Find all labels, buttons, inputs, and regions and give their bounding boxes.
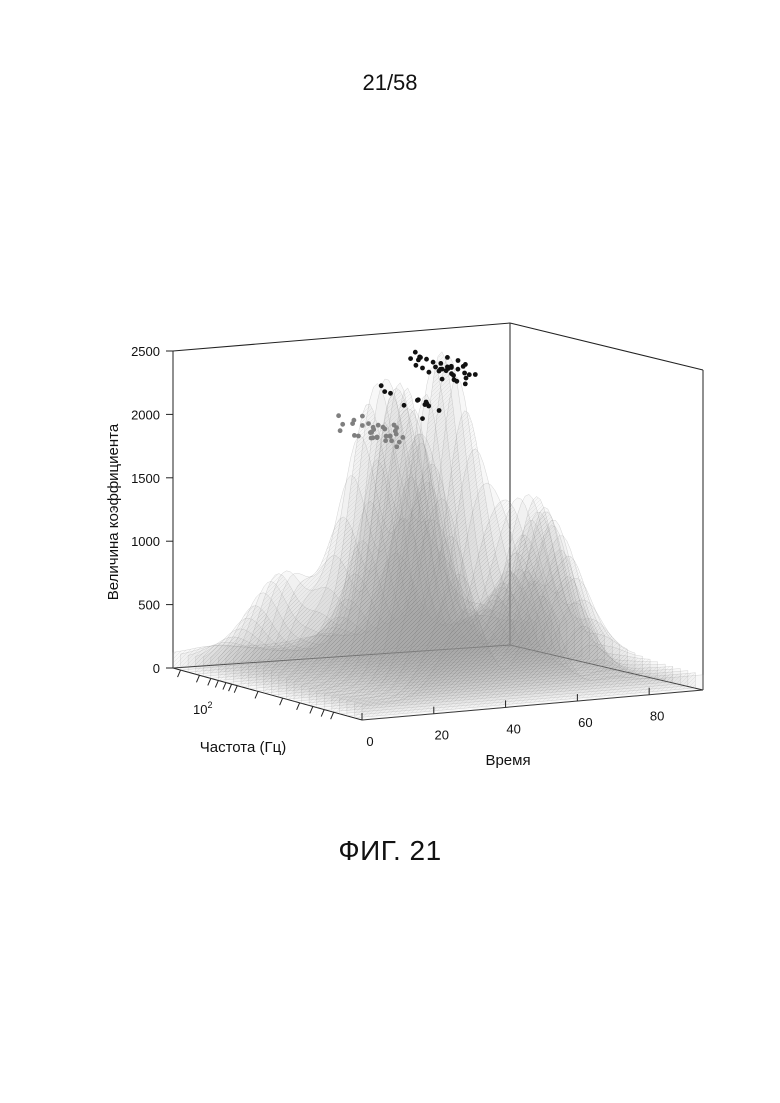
frequency-axis-title: Частота (Гц) — [200, 739, 286, 756]
coefficient-marker — [440, 367, 445, 372]
coefficient-marker — [338, 428, 343, 433]
coefficient-marker — [463, 382, 468, 387]
z-tick-label: 2500 — [131, 344, 160, 359]
coefficient-marker — [413, 350, 418, 355]
coefficient-marker — [452, 377, 457, 382]
time-tick-label: 60 — [578, 715, 592, 730]
coefficient-marker — [420, 416, 425, 421]
frequency-tick-mark — [196, 675, 199, 682]
z-tick-label: 0 — [153, 661, 160, 676]
coefficient-marker — [340, 422, 345, 427]
coefficient-marker — [433, 365, 438, 370]
time-tick-label: 80 — [650, 709, 664, 724]
frequency-tick-mark — [234, 686, 237, 693]
frequency-tick-exponent: 2 — [207, 700, 212, 710]
coefficient-marker — [350, 421, 355, 426]
coefficient-marker — [449, 371, 454, 376]
coefficient-marker — [462, 371, 467, 376]
coefficient-marker — [360, 423, 365, 428]
time-axis-title: Время — [485, 752, 530, 769]
coefficient-marker — [375, 435, 380, 440]
frequency-tick-base: 10 — [193, 702, 207, 717]
coefficient-marker — [382, 389, 387, 394]
frequency-tick-mark — [310, 706, 313, 713]
coefficient-marker — [424, 357, 429, 362]
coefficient-marker — [379, 383, 384, 388]
time-tick-label: 40 — [506, 721, 520, 736]
coefficient-marker — [437, 408, 442, 413]
frequency-tick-mark — [331, 712, 334, 719]
z-axis-ticks: 0 500 1000 1500 2000 2500 — [131, 344, 173, 676]
frequency-tick-mark — [178, 670, 181, 677]
coefficient-marker — [456, 358, 461, 363]
frequency-tick-mark — [229, 684, 232, 691]
time-tick-label: 20 — [435, 728, 449, 743]
z-tick-label: 500 — [138, 598, 160, 613]
coefficient-marker — [415, 398, 420, 403]
coefficient-marker — [360, 414, 365, 419]
coefficient-marker — [445, 355, 450, 360]
coefficient-marker — [368, 430, 373, 435]
coefficient-marker — [383, 438, 388, 443]
frequency-tick-label: 102 — [193, 700, 212, 717]
coefficient-marker — [467, 372, 472, 377]
coefficient-marker — [393, 429, 398, 434]
frequency-tick-mark — [321, 710, 324, 717]
frequency-tick-mark — [297, 703, 300, 710]
coefficient-marker — [384, 434, 389, 439]
z-tick-label: 1500 — [131, 471, 160, 486]
coefficient-marker — [397, 440, 402, 445]
coefficient-marker — [352, 433, 357, 438]
coefficient-marker — [400, 435, 405, 440]
coefficient-marker — [418, 355, 423, 360]
coefficient-marker — [389, 438, 394, 443]
coefficient-marker — [427, 370, 432, 375]
frequency-tick-mark — [208, 678, 211, 685]
coefficient-marker — [424, 400, 429, 405]
back-top-edge — [173, 323, 510, 351]
coefficient-marker — [438, 361, 443, 366]
coefficient-marker — [473, 372, 478, 377]
surface-layer — [173, 352, 703, 720]
z-tick-label: 2000 — [131, 407, 160, 422]
coefficient-marker — [366, 421, 371, 426]
frequency-tick-mark — [255, 691, 258, 698]
coefficient-marker — [431, 360, 436, 365]
figure-caption: ФИГ. 21 — [0, 835, 780, 867]
coefficient-marker — [376, 423, 381, 428]
z-tick-label: 1000 — [131, 534, 160, 549]
coefficient-marker — [388, 391, 393, 396]
coefficient-marker — [440, 377, 445, 382]
coefficient-marker — [420, 366, 425, 371]
frequency-tick-mark — [280, 698, 283, 705]
coefficient-marker — [449, 364, 454, 369]
coefficient-marker — [408, 356, 413, 361]
time-tick-label: 0 — [366, 734, 373, 749]
z-axis-title: Величина коэффициента — [105, 423, 122, 600]
right-top-edge — [510, 323, 703, 370]
coefficient-marker — [371, 435, 376, 440]
coefficient-marker — [463, 362, 468, 367]
coefficient-marker — [381, 425, 386, 430]
frequency-tick-mark — [223, 683, 226, 690]
coefficient-marker — [456, 367, 461, 372]
coefficient-marker — [394, 444, 399, 449]
coefficient-marker — [336, 413, 341, 418]
coefficient-marker — [414, 363, 419, 368]
coefficient-marker — [402, 403, 407, 408]
frequency-tick-mark — [215, 680, 218, 687]
